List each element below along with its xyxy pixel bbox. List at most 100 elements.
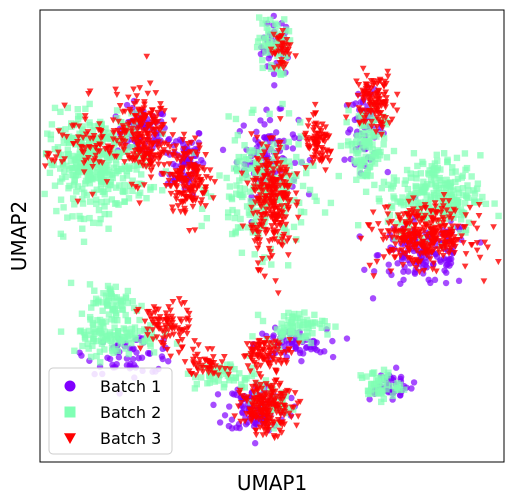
point-square [223, 175, 229, 181]
legend-marker-2 [65, 407, 76, 418]
point-square [136, 317, 142, 323]
point-square [256, 14, 262, 20]
point-square [110, 305, 116, 311]
point-square [121, 198, 127, 204]
point-square [411, 150, 417, 156]
point-circle [266, 55, 272, 61]
point-circle [385, 169, 391, 175]
point-square [249, 333, 255, 339]
point-circle [345, 129, 351, 135]
point-square [285, 317, 291, 323]
point-square [133, 166, 139, 172]
point-square [114, 107, 120, 113]
point-circle [222, 412, 228, 418]
point-square [286, 28, 292, 34]
point-square [254, 44, 260, 50]
point-square [293, 329, 299, 335]
point-square [89, 176, 95, 182]
point-square [365, 388, 371, 394]
point-square [105, 298, 111, 304]
point-square [405, 186, 411, 192]
point-square [96, 207, 102, 213]
point-square [394, 198, 400, 204]
point-square [378, 399, 384, 405]
point-square [441, 150, 447, 156]
point-square [109, 196, 115, 202]
point-square [100, 188, 106, 194]
point-circle [456, 278, 462, 284]
point-square [119, 188, 125, 194]
point-square [99, 308, 105, 314]
point-square [308, 340, 314, 346]
point-square [125, 317, 131, 323]
point-square [297, 119, 303, 125]
point-square [48, 132, 54, 138]
point-square [281, 16, 287, 22]
point-square [87, 198, 93, 204]
point-circle [448, 256, 454, 262]
point-square [77, 113, 83, 119]
point-circle [217, 419, 223, 425]
point-square [239, 250, 245, 256]
point-square [79, 311, 85, 317]
point-square [41, 191, 47, 197]
point-square [312, 193, 318, 199]
point-square [278, 332, 284, 338]
point-square [83, 178, 89, 184]
point-square [88, 332, 94, 338]
point-square [303, 170, 309, 176]
point-square [391, 180, 397, 186]
point-square [61, 140, 67, 146]
point-square [444, 158, 450, 164]
point-square [242, 384, 248, 390]
point-circle [290, 145, 296, 151]
point-square [109, 347, 115, 353]
point-square [300, 183, 306, 189]
point-square [68, 280, 74, 286]
point-square [61, 168, 67, 174]
point-square [362, 154, 368, 160]
legend-label-2: Batch 2 [100, 403, 161, 422]
point-square [470, 187, 476, 193]
point-square [70, 195, 76, 201]
legend-marker-1 [65, 381, 76, 392]
point-square [249, 373, 255, 379]
point-square [93, 353, 99, 359]
point-circle [226, 423, 232, 429]
point-square [58, 328, 64, 334]
point-square [86, 101, 92, 107]
point-circle [411, 379, 417, 385]
point-square [343, 119, 349, 125]
point-circle [329, 338, 335, 344]
point-circle [104, 355, 110, 361]
point-circle [443, 280, 449, 286]
point-square [101, 329, 107, 335]
point-square [336, 173, 342, 179]
point-square [143, 195, 149, 201]
point-square [435, 185, 441, 191]
point-square [363, 189, 369, 195]
point-square [371, 182, 377, 188]
point-square [338, 143, 344, 149]
point-square [233, 116, 239, 122]
point-square [274, 326, 280, 332]
point-square [198, 374, 204, 380]
y-axis-label: UMAP2 [7, 201, 31, 271]
point-square [286, 139, 292, 145]
point-square [147, 343, 153, 349]
point-square [415, 200, 421, 206]
point-square [266, 111, 272, 117]
point-square [413, 171, 419, 177]
point-square [215, 377, 221, 383]
point-square [101, 346, 107, 352]
point-square [304, 329, 310, 335]
point-square [380, 141, 386, 147]
point-square [389, 383, 395, 389]
point-circle [361, 267, 367, 273]
point-square [449, 169, 455, 175]
point-square [358, 162, 364, 168]
point-square [104, 335, 110, 341]
point-square [105, 283, 111, 289]
point-square [81, 239, 87, 245]
point-square [328, 200, 334, 206]
